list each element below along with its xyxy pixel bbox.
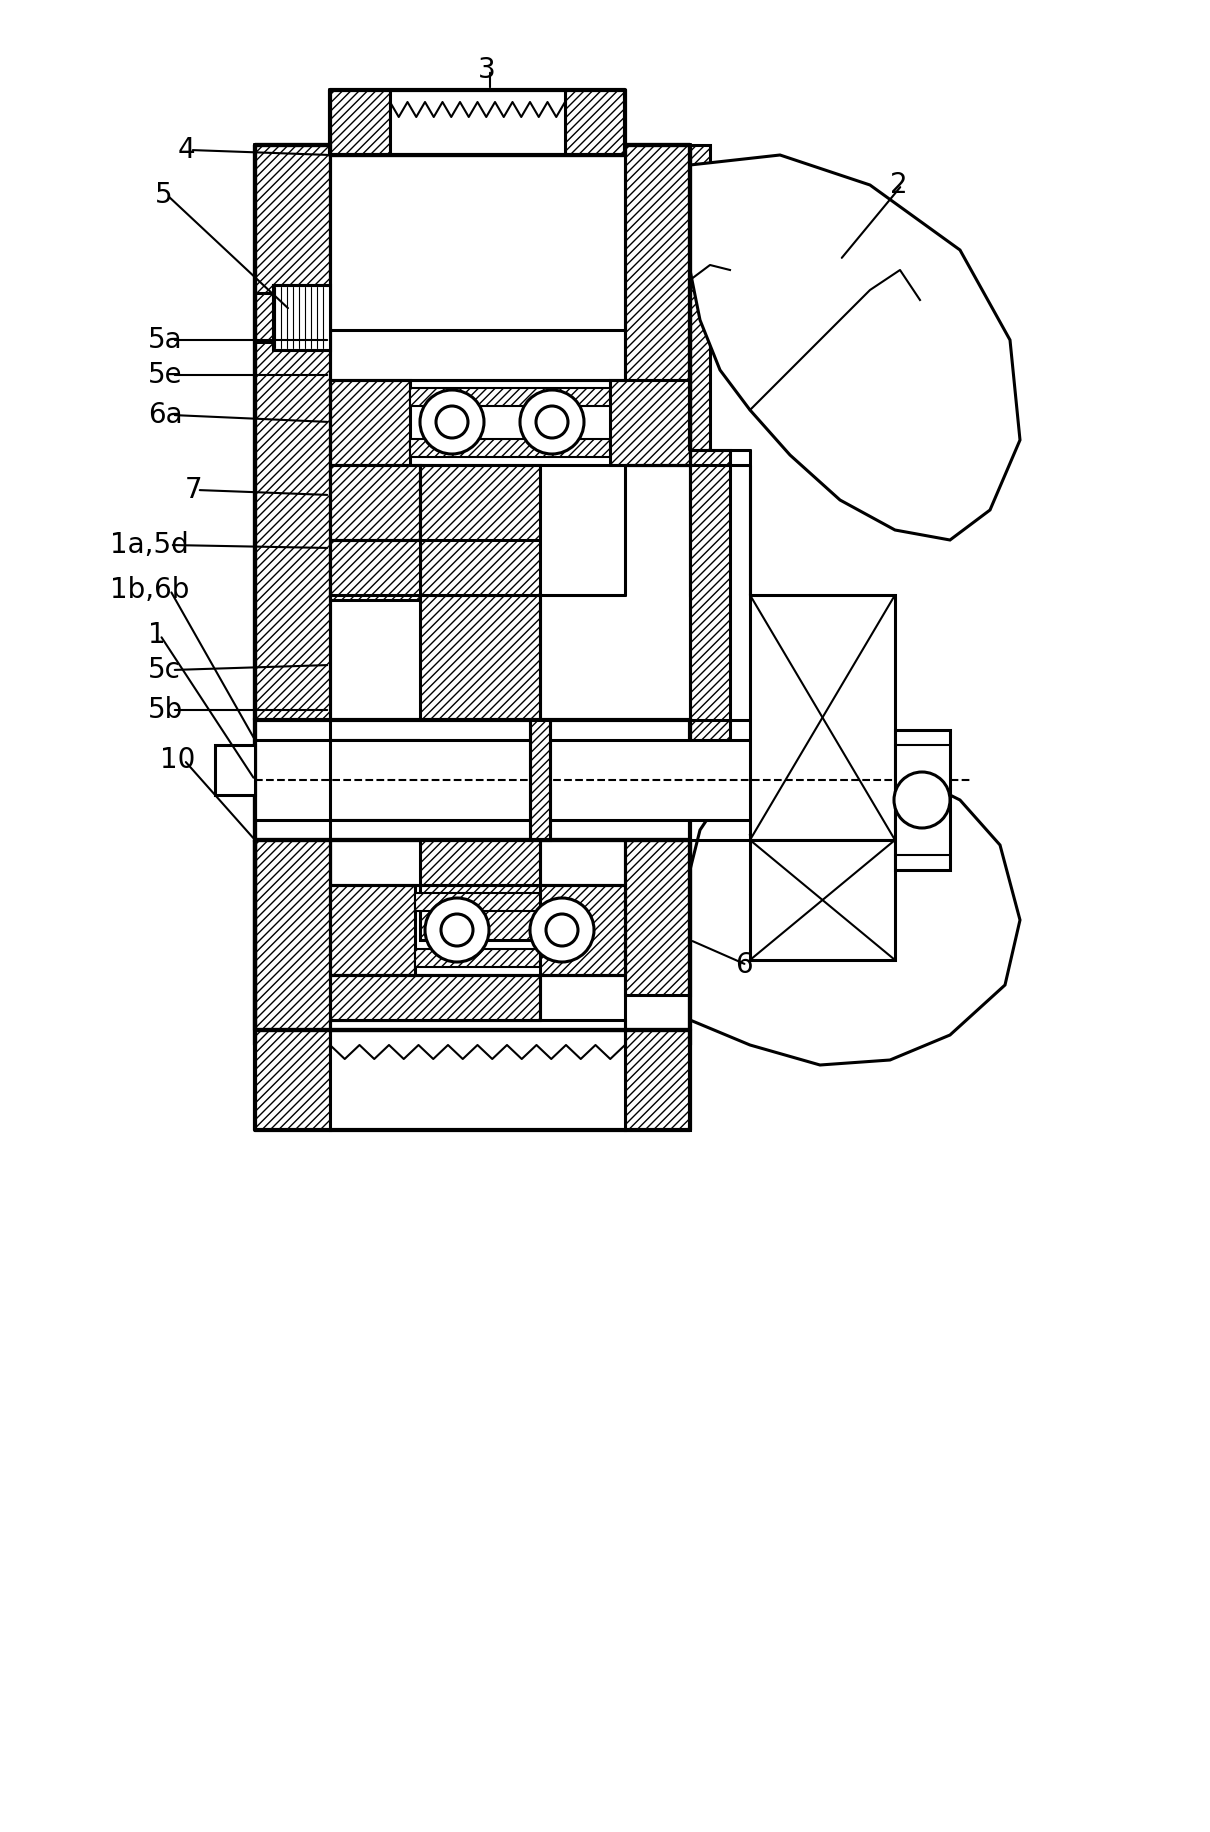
Text: 5: 5 (155, 181, 173, 209)
Polygon shape (410, 388, 610, 407)
Polygon shape (330, 90, 390, 156)
Polygon shape (330, 1020, 626, 1030)
Text: 3: 3 (478, 57, 496, 84)
Text: 6a: 6a (148, 401, 183, 429)
Polygon shape (215, 746, 255, 795)
Polygon shape (690, 145, 710, 595)
Polygon shape (255, 145, 330, 1044)
Polygon shape (330, 465, 420, 601)
Circle shape (420, 390, 484, 454)
Polygon shape (420, 595, 540, 720)
Polygon shape (626, 1030, 690, 1130)
Text: 1a,5d: 1a,5d (110, 531, 189, 559)
Polygon shape (273, 286, 330, 350)
Polygon shape (420, 465, 540, 595)
Polygon shape (690, 451, 730, 740)
Polygon shape (255, 740, 940, 821)
Polygon shape (330, 885, 415, 975)
Text: 5e: 5e (148, 361, 183, 388)
Text: 6: 6 (734, 951, 753, 978)
Text: 1b,6b: 1b,6b (110, 575, 190, 605)
Circle shape (520, 390, 584, 454)
Circle shape (536, 407, 567, 438)
Text: 5c: 5c (148, 656, 180, 683)
Text: 2: 2 (891, 170, 908, 200)
Polygon shape (390, 90, 565, 156)
Circle shape (440, 914, 473, 945)
Polygon shape (255, 841, 330, 1081)
Polygon shape (690, 760, 1020, 1064)
Circle shape (530, 898, 594, 962)
Circle shape (894, 771, 950, 828)
Text: 5a: 5a (148, 326, 183, 354)
Polygon shape (565, 90, 626, 156)
Polygon shape (330, 1030, 626, 1130)
Polygon shape (330, 156, 495, 275)
Text: 5b: 5b (148, 696, 183, 724)
Polygon shape (626, 841, 690, 995)
Text: 4: 4 (178, 136, 196, 165)
Polygon shape (410, 440, 610, 456)
Polygon shape (690, 156, 1020, 540)
Text: 7: 7 (185, 476, 202, 504)
Text: 10: 10 (160, 746, 195, 773)
Polygon shape (530, 720, 551, 841)
Polygon shape (626, 145, 690, 451)
Polygon shape (540, 885, 626, 975)
Polygon shape (330, 156, 626, 330)
Polygon shape (750, 841, 895, 960)
Polygon shape (415, 949, 540, 967)
Polygon shape (330, 975, 540, 1020)
Polygon shape (610, 379, 690, 465)
Circle shape (546, 914, 578, 945)
Polygon shape (750, 595, 895, 841)
Polygon shape (330, 465, 420, 595)
Polygon shape (255, 1030, 330, 1130)
Circle shape (425, 898, 489, 962)
Polygon shape (420, 841, 540, 940)
Polygon shape (330, 379, 410, 465)
Polygon shape (330, 540, 420, 595)
Polygon shape (255, 720, 690, 841)
Circle shape (436, 407, 468, 438)
Text: 1: 1 (148, 621, 166, 649)
Polygon shape (415, 892, 540, 911)
Polygon shape (895, 729, 950, 870)
